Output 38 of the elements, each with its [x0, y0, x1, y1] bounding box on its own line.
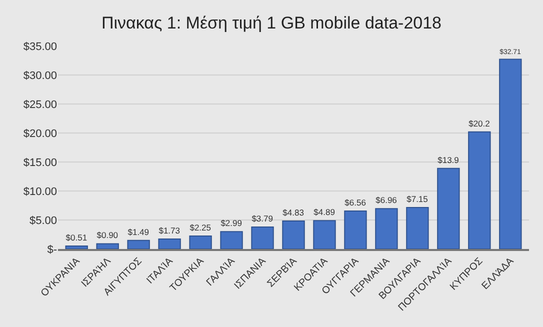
bar	[313, 220, 336, 249]
y-tick-label: $25.00	[23, 98, 57, 111]
bar	[499, 58, 522, 249]
bar	[375, 208, 398, 249]
bar	[220, 231, 243, 249]
bar	[437, 168, 460, 249]
data-label: $4.89	[314, 207, 336, 218]
data-label: $2.99	[220, 218, 242, 228]
data-label: $0.90	[96, 230, 118, 240]
y-tick-label: $10.00	[23, 186, 57, 198]
y-tick-label: $-	[47, 244, 58, 256]
bar	[468, 131, 491, 249]
chart-title: Πινακας 1: Μέση τιμή 1 GB mobile data-2018	[101, 13, 442, 32]
bar	[406, 207, 429, 249]
bar	[158, 238, 181, 249]
data-label: $7.15	[406, 194, 428, 204]
data-label: $2.25	[190, 222, 212, 232]
y-tick-label: $15.00	[23, 156, 57, 169]
data-label: $6.56	[344, 197, 366, 208]
y-tick-label: $30.00	[23, 70, 57, 82]
bar	[251, 226, 274, 249]
y-tick-label: $5.00	[29, 214, 57, 227]
bar	[344, 210, 367, 249]
data-label: $6.96	[376, 195, 398, 206]
data-label: $20.2	[468, 118, 490, 128]
bar	[96, 243, 119, 249]
bar	[189, 235, 212, 249]
bar	[65, 246, 88, 249]
data-label: $3.79	[252, 213, 274, 224]
data-label: $4.83	[282, 207, 304, 218]
y-tick-label: $20.00	[23, 128, 57, 140]
y-tick-label: $35.00	[23, 40, 57, 53]
data-label: $13.9	[438, 154, 460, 165]
data-label: $1.49	[128, 226, 150, 237]
data-label: $0.51	[66, 232, 88, 242]
data-label: $1.73	[158, 225, 180, 236]
bar	[282, 220, 305, 249]
bar	[127, 240, 150, 249]
